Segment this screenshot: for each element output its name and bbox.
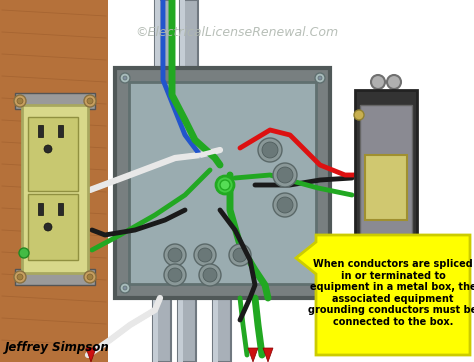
Circle shape xyxy=(203,268,217,282)
FancyBboxPatch shape xyxy=(178,295,183,362)
Circle shape xyxy=(17,274,23,280)
Circle shape xyxy=(233,248,247,262)
Circle shape xyxy=(44,145,52,153)
FancyBboxPatch shape xyxy=(22,105,88,273)
Polygon shape xyxy=(86,348,96,362)
Circle shape xyxy=(371,291,385,305)
Circle shape xyxy=(318,76,322,80)
FancyBboxPatch shape xyxy=(178,295,196,362)
FancyBboxPatch shape xyxy=(153,295,171,362)
FancyBboxPatch shape xyxy=(129,82,316,284)
Circle shape xyxy=(387,75,401,89)
Circle shape xyxy=(87,274,93,280)
Circle shape xyxy=(277,197,293,213)
Circle shape xyxy=(277,167,293,183)
FancyBboxPatch shape xyxy=(365,155,407,220)
Circle shape xyxy=(164,244,186,266)
FancyBboxPatch shape xyxy=(115,68,330,298)
Circle shape xyxy=(120,73,130,83)
Text: ©ElectricalLicenseRenewal.Com: ©ElectricalLicenseRenewal.Com xyxy=(136,25,338,38)
Circle shape xyxy=(220,180,230,190)
Circle shape xyxy=(315,283,325,293)
Circle shape xyxy=(164,264,186,286)
Circle shape xyxy=(387,291,401,305)
Circle shape xyxy=(194,244,216,266)
FancyBboxPatch shape xyxy=(28,117,78,191)
FancyBboxPatch shape xyxy=(0,0,108,362)
Polygon shape xyxy=(296,235,470,355)
FancyBboxPatch shape xyxy=(360,105,412,275)
FancyBboxPatch shape xyxy=(38,125,43,137)
FancyBboxPatch shape xyxy=(28,194,78,260)
Circle shape xyxy=(14,271,26,283)
Circle shape xyxy=(87,98,93,104)
Circle shape xyxy=(354,260,364,270)
FancyBboxPatch shape xyxy=(180,0,185,80)
Circle shape xyxy=(315,73,325,83)
FancyBboxPatch shape xyxy=(355,90,417,290)
Circle shape xyxy=(216,176,234,194)
Circle shape xyxy=(199,264,221,286)
Circle shape xyxy=(84,271,96,283)
Circle shape xyxy=(318,286,322,290)
Circle shape xyxy=(168,248,182,262)
FancyBboxPatch shape xyxy=(180,0,198,80)
FancyBboxPatch shape xyxy=(155,0,160,100)
Circle shape xyxy=(273,193,297,217)
FancyBboxPatch shape xyxy=(153,295,158,362)
FancyBboxPatch shape xyxy=(58,203,63,215)
Circle shape xyxy=(229,244,251,266)
Text: When conductors are spliced
in or terminated to
equipment in a metal box, the
as: When conductors are spliced in or termin… xyxy=(309,259,474,327)
Circle shape xyxy=(273,163,297,187)
FancyBboxPatch shape xyxy=(155,0,173,100)
Circle shape xyxy=(123,76,127,80)
Circle shape xyxy=(380,266,392,278)
Circle shape xyxy=(123,286,127,290)
FancyBboxPatch shape xyxy=(15,93,95,109)
Circle shape xyxy=(371,75,385,89)
Circle shape xyxy=(343,301,351,309)
FancyBboxPatch shape xyxy=(38,203,43,215)
Circle shape xyxy=(120,283,130,293)
Circle shape xyxy=(354,110,364,120)
Circle shape xyxy=(19,248,29,258)
FancyBboxPatch shape xyxy=(15,269,95,285)
FancyBboxPatch shape xyxy=(213,295,231,362)
Circle shape xyxy=(44,223,52,231)
Polygon shape xyxy=(248,348,258,362)
FancyBboxPatch shape xyxy=(213,295,218,362)
Circle shape xyxy=(258,138,282,162)
Text: Jeffrey Simpson: Jeffrey Simpson xyxy=(5,341,110,354)
Circle shape xyxy=(84,95,96,107)
FancyBboxPatch shape xyxy=(58,125,63,137)
Circle shape xyxy=(198,248,212,262)
Circle shape xyxy=(262,142,278,158)
Circle shape xyxy=(17,98,23,104)
Polygon shape xyxy=(263,348,273,362)
Circle shape xyxy=(168,268,182,282)
Circle shape xyxy=(14,95,26,107)
